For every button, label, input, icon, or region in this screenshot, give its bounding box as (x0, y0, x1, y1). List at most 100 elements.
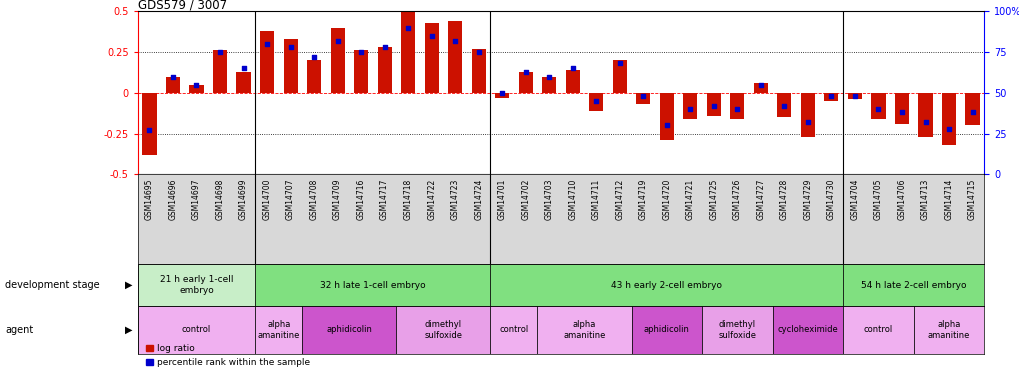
Bar (542, 76, 555, 93)
Point (635, 93, 651, 99)
Point (822, 93, 839, 99)
Text: control: control (181, 326, 211, 334)
Point (399, 25, 416, 31)
Point (376, 44, 392, 50)
Text: GSM14700: GSM14700 (262, 179, 271, 220)
Text: GSM14720: GSM14720 (661, 179, 671, 220)
Point (282, 44, 299, 50)
Text: 43 h early 2-cell embryo: 43 h early 2-cell embryo (610, 280, 721, 290)
Bar (917, 93, 931, 137)
Text: alpha
amanitine: alpha amanitine (927, 320, 969, 340)
Text: 32 h late 1-cell embryo: 32 h late 1-cell embryo (320, 280, 425, 290)
Text: GSM14730: GSM14730 (826, 179, 836, 220)
Bar (255, 306, 302, 354)
Bar (631, 306, 701, 354)
Text: GSM14706: GSM14706 (897, 179, 906, 220)
Text: GSM14715: GSM14715 (967, 179, 976, 220)
Point (682, 106, 698, 112)
Point (611, 60, 628, 66)
Text: GSM14708: GSM14708 (310, 179, 318, 220)
Point (517, 69, 533, 75)
Bar (490, 264, 843, 306)
Text: GSM14725: GSM14725 (708, 179, 717, 220)
Text: GSM14705: GSM14705 (873, 179, 882, 220)
Text: alpha
amanitine: alpha amanitine (562, 320, 605, 340)
Text: aphidicolin: aphidicolin (326, 326, 372, 334)
Bar (255, 264, 490, 306)
Text: GSM14712: GSM14712 (614, 179, 624, 220)
Bar (260, 31, 274, 93)
Text: agent: agent (5, 325, 34, 335)
Bar (706, 93, 720, 116)
Point (588, 98, 604, 104)
Point (799, 119, 815, 125)
Point (353, 49, 369, 55)
Bar (518, 72, 532, 93)
Point (916, 119, 932, 125)
Text: GSM14703: GSM14703 (544, 179, 553, 220)
Bar (843, 306, 913, 354)
Text: GDS579 / 3007: GDS579 / 3007 (138, 0, 226, 11)
Point (470, 49, 486, 55)
Bar (424, 22, 438, 93)
Bar (396, 306, 490, 354)
Text: GSM14710: GSM14710 (568, 179, 577, 220)
Point (869, 106, 886, 112)
Text: GSM14707: GSM14707 (285, 179, 294, 220)
Point (446, 38, 463, 44)
Point (775, 103, 792, 109)
Text: GSM14709: GSM14709 (333, 179, 341, 220)
Text: GSM14727: GSM14727 (756, 179, 764, 220)
Point (729, 106, 745, 112)
Bar (913, 306, 983, 354)
Bar (701, 306, 772, 354)
Point (235, 65, 252, 71)
Bar (730, 93, 744, 119)
Bar (823, 93, 838, 101)
Point (540, 74, 556, 80)
Bar (213, 50, 227, 93)
Text: aphidicolin: aphidicolin (643, 326, 689, 334)
Bar (894, 93, 908, 124)
Bar (589, 93, 602, 111)
Point (493, 90, 510, 96)
Bar (494, 93, 508, 98)
Point (940, 126, 956, 132)
Bar (636, 93, 650, 104)
Point (212, 49, 228, 55)
Bar (307, 60, 321, 93)
Bar (659, 93, 674, 140)
Text: GSM14698: GSM14698 (215, 179, 224, 220)
Bar (302, 306, 396, 354)
Bar (400, 11, 415, 93)
Bar (772, 306, 843, 354)
Point (142, 128, 158, 134)
Text: GSM14713: GSM14713 (920, 179, 929, 220)
Text: GSM14695: GSM14695 (145, 179, 154, 220)
Text: GSM14723: GSM14723 (450, 179, 460, 220)
Bar (138, 306, 255, 354)
Text: GSM14719: GSM14719 (638, 179, 647, 220)
Point (565, 65, 581, 71)
Point (658, 122, 675, 128)
Text: GSM14714: GSM14714 (944, 179, 953, 220)
Text: control: control (499, 326, 528, 334)
Point (752, 82, 768, 88)
Point (329, 38, 345, 44)
Bar (942, 93, 955, 145)
Text: dimethyl
sulfoxide: dimethyl sulfoxide (424, 320, 462, 340)
Text: GSM14696: GSM14696 (168, 179, 177, 220)
Text: GSM14718: GSM14718 (404, 179, 413, 220)
Text: GSM14726: GSM14726 (733, 179, 741, 220)
Bar (166, 76, 180, 93)
Point (189, 82, 205, 88)
Text: GSM14729: GSM14729 (803, 179, 811, 220)
Bar (447, 21, 462, 93)
Text: cycloheximide: cycloheximide (776, 326, 838, 334)
Text: GSM14728: GSM14728 (780, 179, 788, 220)
Bar (843, 264, 983, 306)
Bar (471, 49, 485, 93)
Text: GSM14722: GSM14722 (427, 179, 436, 220)
Bar (354, 50, 368, 93)
Text: GSM14711: GSM14711 (591, 179, 600, 220)
